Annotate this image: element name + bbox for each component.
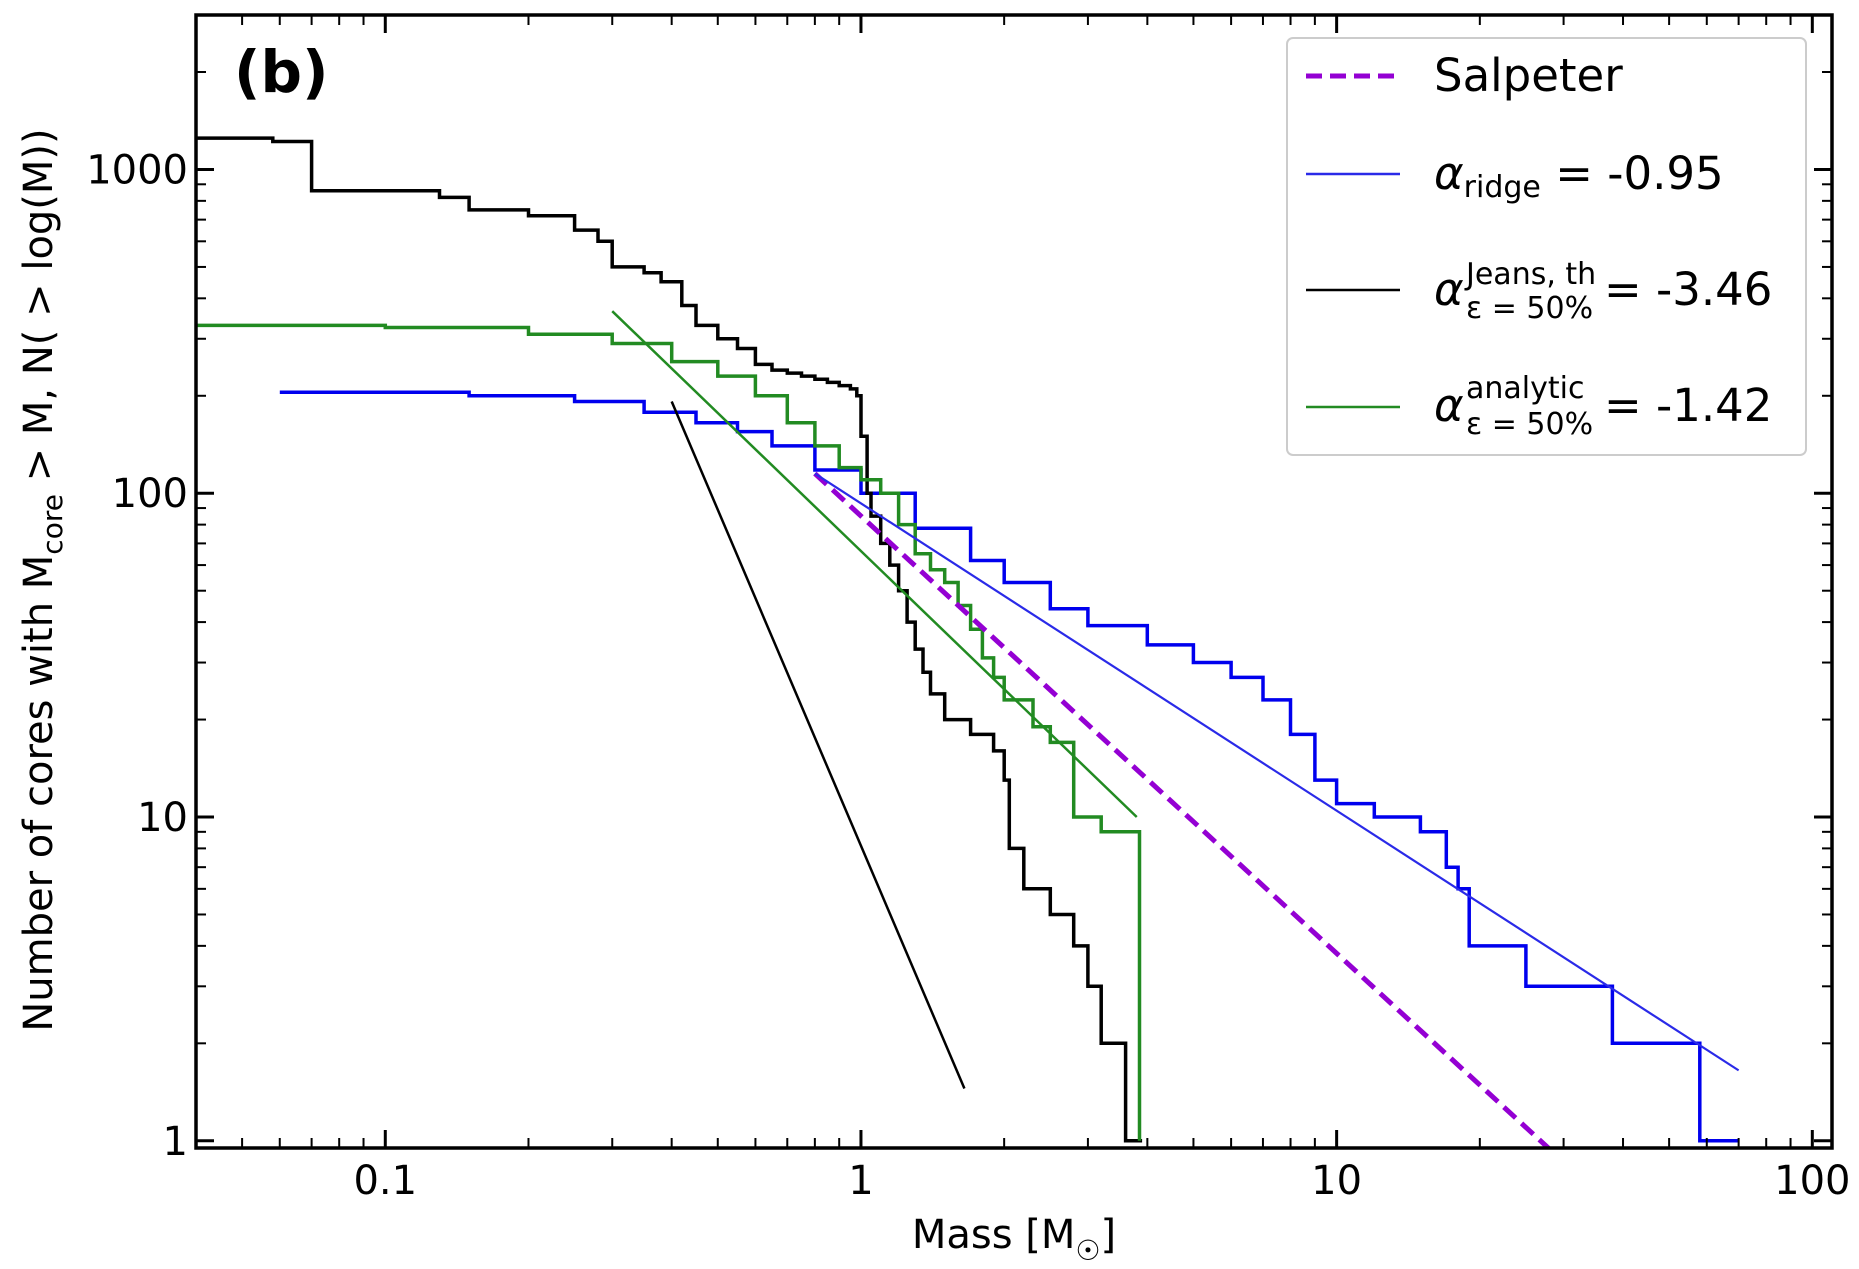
fit-lines-layer: [611, 310, 1740, 1148]
fit-line-salpeter: [813, 471, 1553, 1148]
x-tick-label: 100: [1774, 1158, 1850, 1204]
series-ridge-step: [279, 390, 1739, 1143]
legend-sup-analytic: analytic: [1466, 371, 1584, 406]
legend-sub-analytic: ε = 50%: [1466, 407, 1593, 442]
y-tick-label: 1000: [86, 147, 188, 193]
y-tick-label: 10: [137, 795, 188, 841]
legend-label-ridge: αridge = -0.95: [1434, 147, 1724, 205]
series-jeans-step: [196, 136, 1143, 1143]
fit-line-ridge: [814, 472, 1740, 1072]
axis-ticks: [195, 14, 1832, 1148]
x-axis-label: Mass [M☉]: [912, 1212, 1116, 1267]
legend: Salpeter αridge = -0.95 α Jeans, th ε = …: [1286, 37, 1807, 456]
legend-label-jeans: α: [1434, 263, 1464, 316]
x-tick-label: 10: [1311, 1158, 1362, 1204]
legend-box: [1286, 37, 1807, 456]
x-tick-label: 0.1: [353, 1158, 417, 1204]
plot-frame: [194, 13, 1834, 1150]
legend-sub-jeans: ε = 50%: [1466, 291, 1593, 326]
series-analytic-step: [196, 323, 1142, 1141]
legend-value-analytic: = -1.42: [1604, 379, 1772, 432]
panel-label: (b): [234, 38, 329, 106]
y-tick-label: 100: [112, 471, 188, 517]
legend-label-salpeter: Salpeter: [1434, 49, 1623, 102]
legend-value-jeans: = -3.46: [1604, 263, 1772, 316]
legend-label-analytic: α: [1434, 379, 1464, 432]
y-axis-label: Number of cores with Mcore > M, N( > log…: [16, 128, 69, 1031]
x-tick-label: 1: [848, 1158, 873, 1204]
fit-line-jeans: [670, 401, 966, 1090]
axis-tick-labels: 0.1 1 10 100 1 10 100 1000: [86, 147, 1850, 1204]
y-tick-label: 1: [163, 1119, 188, 1165]
fit-line-analytic: [611, 310, 1138, 818]
legend-sup-jeans: Jeans, th: [1464, 257, 1596, 292]
